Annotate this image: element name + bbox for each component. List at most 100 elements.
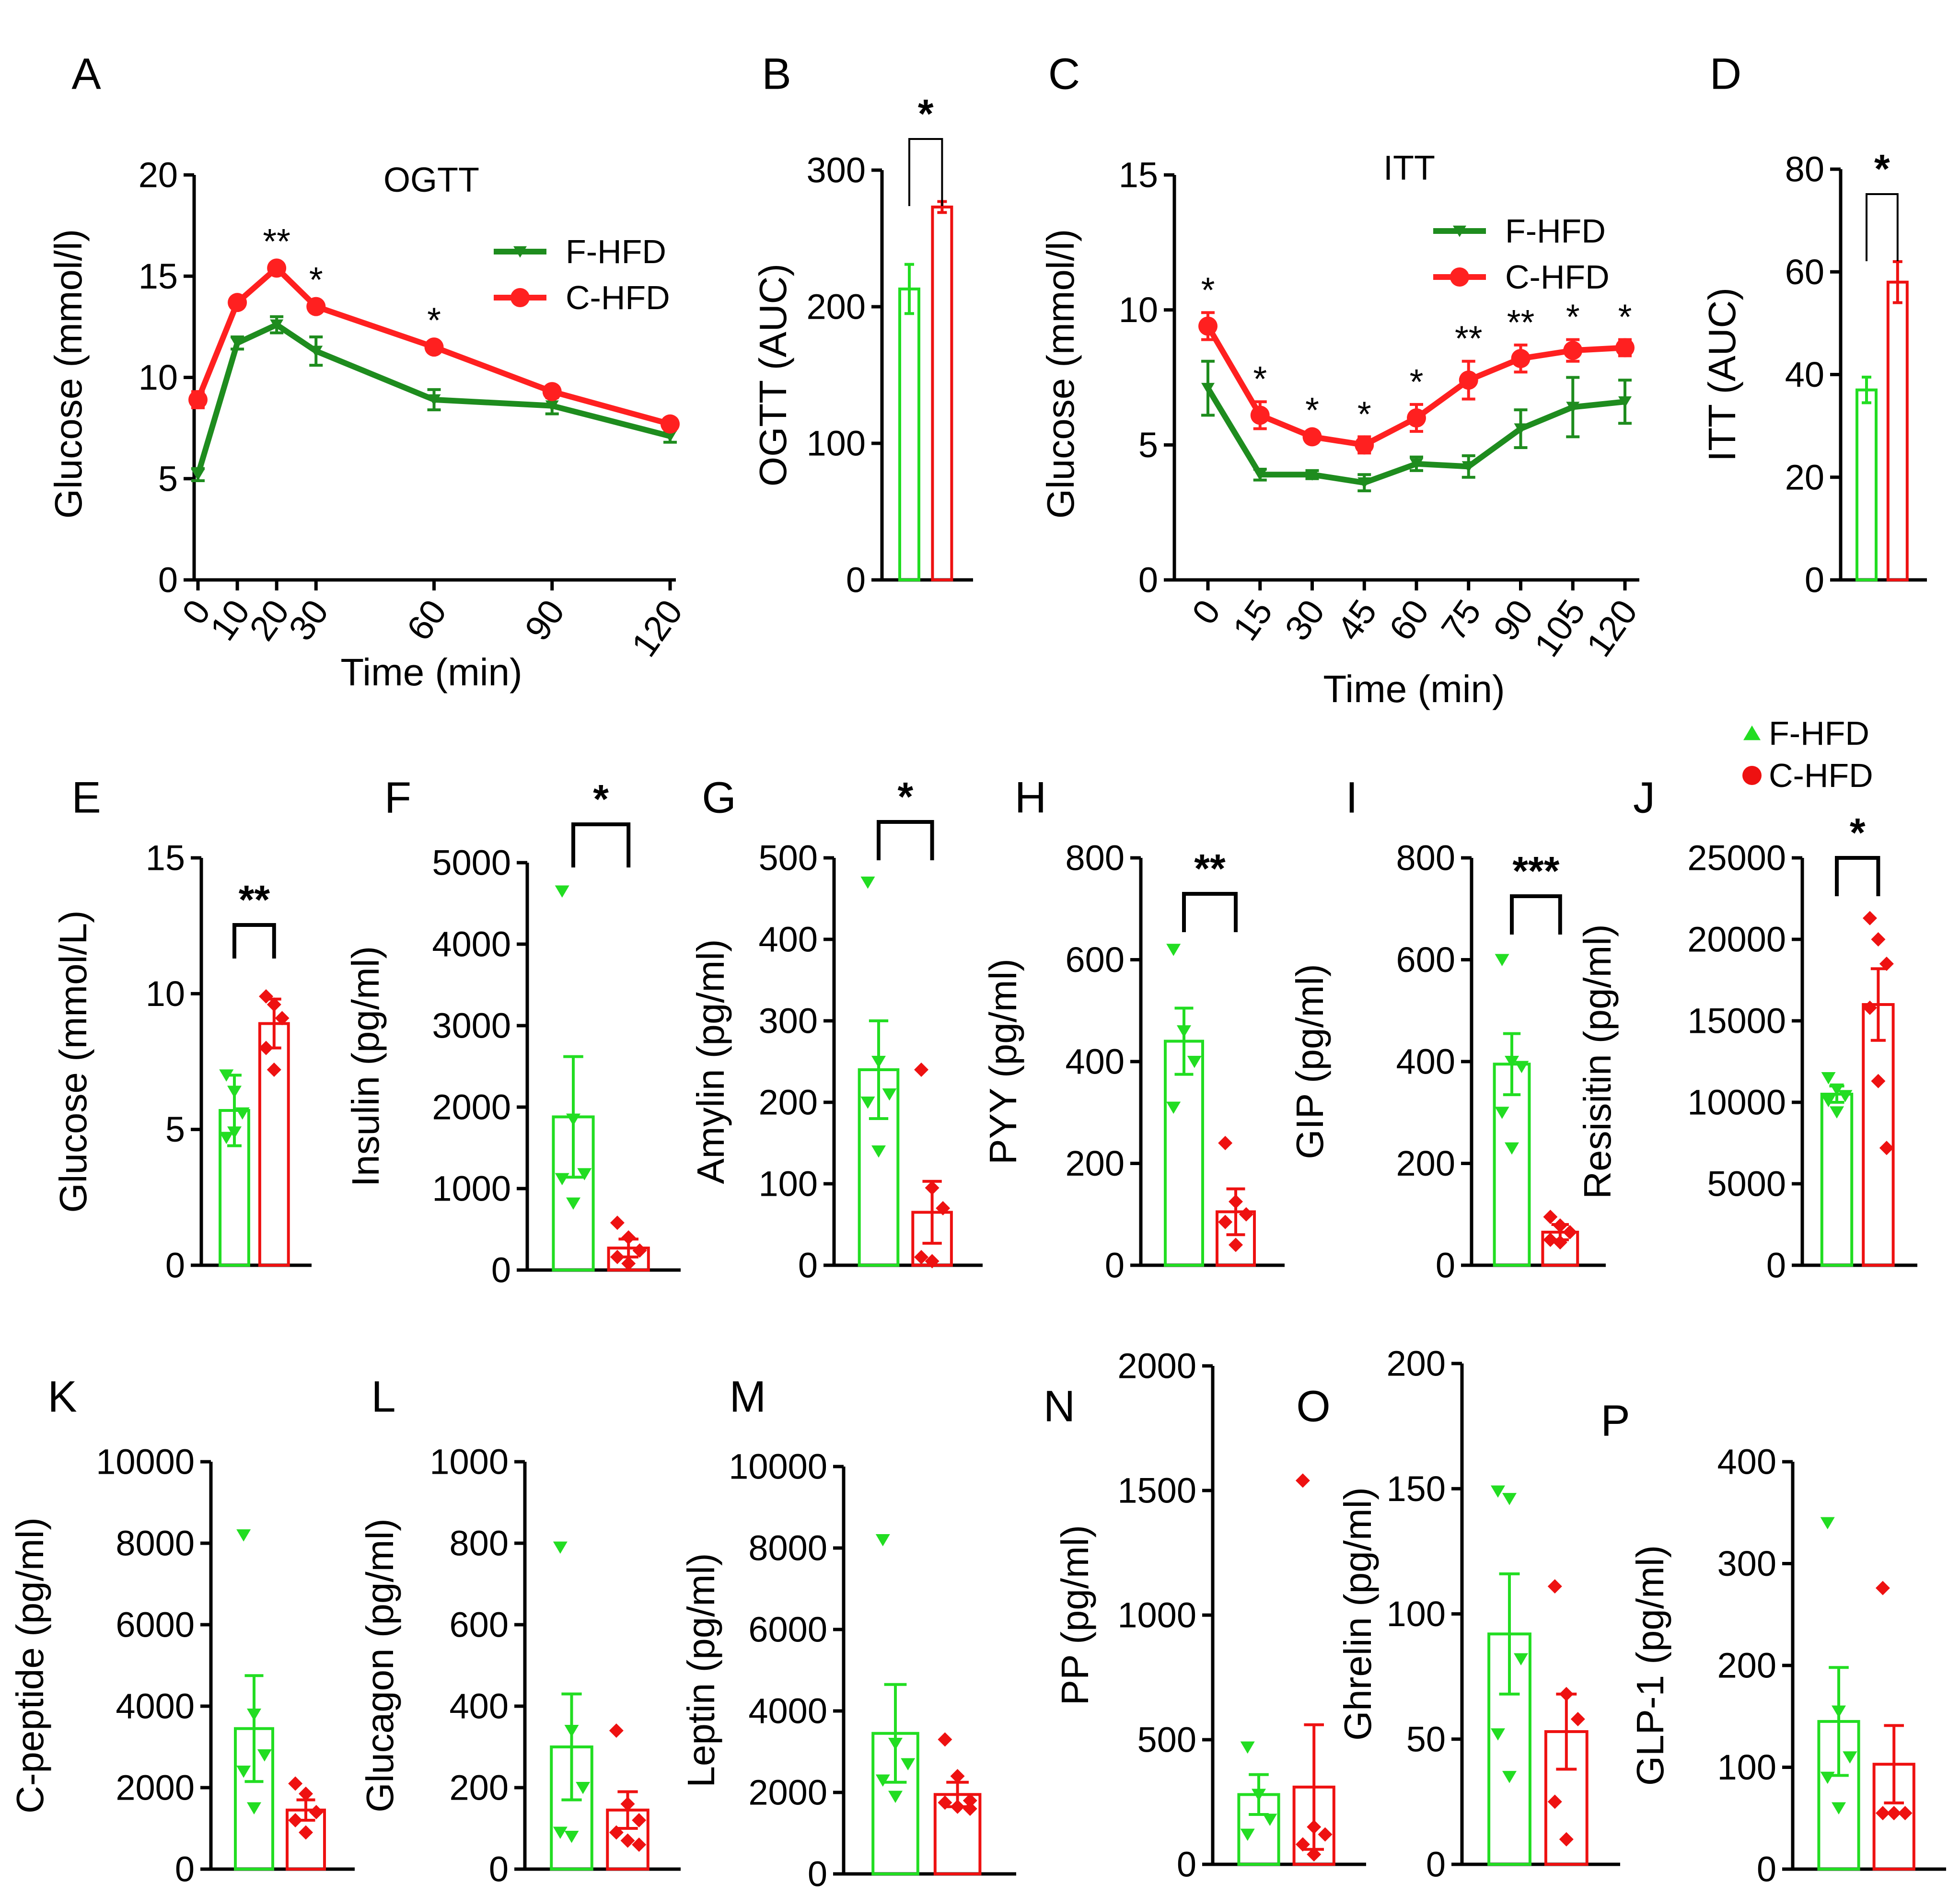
panel-label-k: K: [47, 1373, 77, 1421]
scatter-point-c-hfd: [1887, 1806, 1902, 1821]
y-tick-label: 15: [1119, 155, 1158, 195]
y-tick-label: 0: [1436, 1246, 1455, 1285]
scatter-point-c-hfd: [1307, 1847, 1322, 1862]
legend-marker-f-hfd: [513, 246, 527, 258]
significance-marker: *: [593, 776, 609, 821]
y-tick-label: 5: [1138, 425, 1158, 465]
scatter-point-c-hfd: [609, 1825, 624, 1840]
scatter-point-c-hfd: [620, 1833, 635, 1848]
panel-o: O 0 50 100 150 200 Ghrelin (pg/ml): [1296, 1344, 1620, 1884]
scatter-point-c-hfd: [610, 1215, 625, 1230]
significance-marker: **: [1507, 302, 1535, 342]
y-tick-label: 600: [1066, 940, 1125, 980]
significance-marker: *: [1410, 362, 1424, 402]
scatter-point-f-hfd: [247, 1802, 261, 1814]
x-axis-title: Time (min): [1323, 668, 1505, 710]
panel-e: E 0 5 10 15 ** Glucose (mmol/L): [52, 774, 312, 1285]
x-tick-label: 0: [1184, 592, 1228, 631]
y-tick-label: 0: [489, 1849, 509, 1889]
scatter-point-c-hfd: [936, 1201, 951, 1215]
significance-marker: ***: [1512, 848, 1559, 893]
scatter-point-c-hfd: [1547, 1579, 1562, 1594]
data-point-c-hfd: [661, 414, 680, 434]
y-tick-label: 0: [846, 560, 866, 600]
data-point-f-hfd: [1514, 423, 1528, 435]
scatter-point-f-hfd: [1832, 1802, 1846, 1814]
y-tick-label: 100: [759, 1164, 818, 1204]
panel-i: I 0 200 400 600 800 *** GIP (pg/ml): [1288, 774, 1606, 1285]
y-tick-label: 0: [1757, 1849, 1776, 1889]
significance-marker: *: [1850, 810, 1866, 855]
panel-label-d: D: [1710, 50, 1741, 99]
scatter-point-c-hfd: [288, 1813, 303, 1827]
legend-marker-c-hfd: [510, 288, 530, 307]
scatter-point-c-hfd: [938, 1732, 952, 1747]
y-tick-label: 5000: [432, 843, 511, 883]
panel-label-j: J: [1633, 774, 1655, 822]
scatter-point-c-hfd: [259, 1040, 274, 1055]
scatter-point-f-hfd: [1843, 1751, 1857, 1764]
legend-label: F-HFD: [1769, 715, 1869, 752]
panel-label-n: N: [1044, 1382, 1075, 1431]
y-tick-label: 800: [1066, 838, 1125, 878]
data-point-c-hfd: [1302, 427, 1322, 447]
legend-marker-c-hfd: [1742, 766, 1762, 785]
y-tick-label: 3000: [432, 1006, 511, 1046]
y-tick-label: 10: [139, 358, 178, 397]
panel-k: K 0 2000 4000 6000 8000 10000 C-peptide (pg/ml): [9, 1373, 355, 1889]
scatter-point-f-hfd: [227, 1126, 242, 1139]
significance-marker: **: [263, 221, 290, 261]
x-tick-label: 60: [399, 592, 454, 647]
y-tick-label: 600: [1396, 940, 1455, 980]
legend-marker-f-hfd: [1453, 225, 1466, 237]
scatter-point-c-hfd: [1543, 1210, 1558, 1225]
scatter-point-f-hfd: [1830, 1083, 1844, 1096]
scatter-point-f-hfd: [1177, 1025, 1191, 1038]
y-tick-label: 80: [1785, 150, 1824, 189]
y-axis-title: Resisitin (pg/ml): [1576, 924, 1619, 1199]
y-tick-label: 0: [1177, 1845, 1196, 1884]
y-tick-label: 300: [1717, 1544, 1776, 1583]
scatter-point-c-hfd: [1563, 1225, 1577, 1239]
scatter-point-c-hfd: [1543, 1232, 1558, 1247]
y-tick-label: 40: [1785, 355, 1824, 394]
scatter-point-c-hfd: [1547, 1794, 1562, 1809]
y-tick-label: 25000: [1687, 838, 1786, 878]
scatter-point-c-hfd: [1307, 1820, 1322, 1834]
scatter-point-c-hfd: [609, 1723, 624, 1738]
data-point-c-hfd: [1198, 316, 1218, 336]
chart-title: ITT: [1383, 149, 1435, 187]
scatter-point-c-hfd: [1559, 1687, 1574, 1701]
y-tick-label: 200: [807, 287, 866, 327]
y-tick-label: 2000: [432, 1087, 511, 1127]
significance-marker: **: [1194, 846, 1226, 891]
significance-bracket: [1510, 894, 1562, 935]
scatter-point-c-hfd: [950, 1769, 965, 1783]
y-tick-label: 100: [1387, 1594, 1446, 1634]
scatter-point-c-hfd: [1875, 1806, 1890, 1821]
scatter-point-f-hfd: [1187, 1056, 1202, 1068]
scatter-point-c-hfd: [1318, 1827, 1333, 1842]
scatter-point-f-hfd: [875, 1534, 890, 1547]
scatter-point-f-hfd: [888, 1791, 903, 1803]
data-point-f-hfd: [1305, 469, 1319, 481]
y-tick-label: 400: [1396, 1042, 1455, 1082]
scatter-point-c-hfd: [1862, 911, 1877, 925]
data-point-c-hfd: [1250, 405, 1270, 425]
panel-m: M 0 2000 4000 6000 8000 10000 Leptin (pg/ml): [680, 1373, 1016, 1894]
data-point-f-hfd: [663, 430, 677, 442]
legend-label: C-HFD: [1769, 757, 1873, 794]
scatter-point-f-hfd: [1495, 1107, 1509, 1119]
panel-l: L 0 200 400 600 800 1000 Glucagon (pg/ml): [359, 1373, 681, 1889]
y-tick-label: 400: [1066, 1042, 1125, 1082]
y-tick-label: 150: [1387, 1469, 1446, 1509]
data-point-c-hfd: [1511, 349, 1531, 369]
y-tick-label: 800: [450, 1524, 509, 1563]
x-tick-label: 60: [1381, 592, 1437, 647]
scatter-point-c-hfd: [632, 1243, 647, 1258]
scatter-point-f-hfd: [1820, 1517, 1835, 1529]
data-point-f-hfd: [231, 337, 244, 349]
scatter-point-f-hfd: [576, 1782, 591, 1794]
scatter-point-c-hfd: [1229, 1237, 1243, 1252]
x-tick-label: 105: [1526, 592, 1593, 664]
